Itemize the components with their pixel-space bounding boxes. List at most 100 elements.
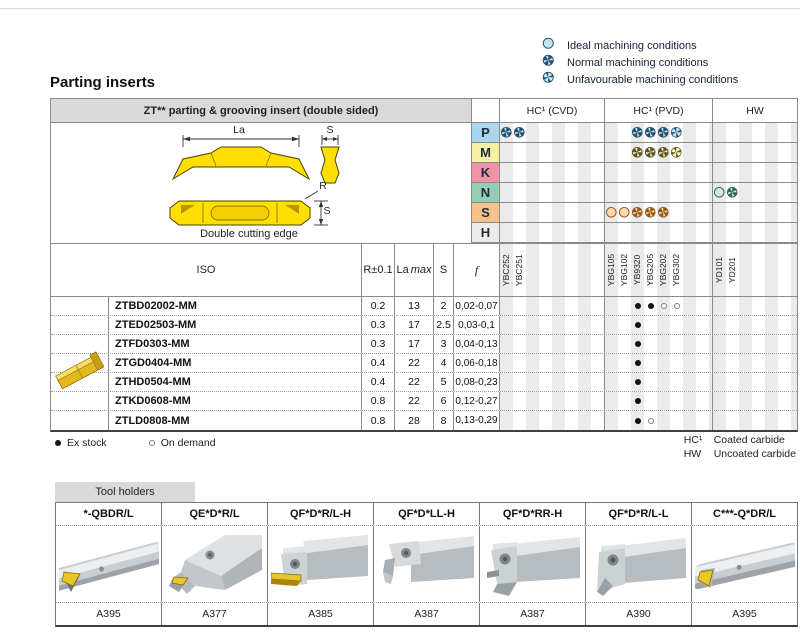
tool-holder-headers: *-QBDR/L QE*D*R/L QF*D*R/L-H QF*D*LL-H Q… [56, 503, 797, 526]
grade-labels-hw: YD101 YD201 [712, 244, 797, 296]
normal-condition-icon [500, 126, 513, 139]
normal-condition-icon [644, 126, 657, 139]
holder-page-ref: A377 [161, 603, 267, 625]
grade-label: YBG102 [619, 253, 629, 287]
ex-stock-dot [634, 417, 641, 424]
holder-type-label: QF*D*LL-H [373, 503, 479, 525]
holder-photo-round-shank-bar [56, 526, 161, 602]
ex-stock-dot [634, 379, 641, 385]
on-demand-dot [647, 417, 654, 424]
normal-condition-icon [657, 126, 670, 139]
product-row: ZTFD0303-MM 0.3 17 3 0,04-0,13 [51, 335, 797, 354]
group-header-hw: HW [712, 99, 797, 122]
col-header-s: S [433, 244, 453, 296]
app-row-P: P [51, 123, 797, 143]
product-iso-code: ZTHD0504-MM [108, 373, 361, 391]
holder-page-ref: A387 [479, 603, 585, 625]
normal-condition-icon [631, 146, 644, 159]
holder-photo-square-shank-top-clamp [373, 526, 479, 602]
ex-stock-dot [634, 360, 641, 366]
ex-stock-dot [634, 322, 641, 328]
product-row: ZTHD0504-MM 0.4 22 5 0,08-0,23 [51, 373, 797, 392]
machining-conditions-legend: Ideal machining conditions Normal machin… [542, 36, 738, 89]
holder-page-ref: A385 [267, 603, 373, 625]
holder-page-ref: A390 [585, 603, 691, 625]
tool-holders-table: *-QBDR/L QE*D*R/L QF*D*R/L-H QF*D*LL-H Q… [55, 502, 798, 627]
iso-class-S: S [471, 203, 499, 222]
legend-item-unfavourable: Unfavourable machining conditions [542, 71, 738, 88]
dim-s-side-label: S [323, 205, 331, 217]
grade-label: YD101 [714, 257, 724, 283]
iso-class-H: H [471, 223, 499, 242]
insert-side-view-drawing [169, 190, 328, 226]
grade-labels-cvd: YBC252 YBC251 [499, 244, 604, 296]
holder-type-label: QE*D*R/L [161, 503, 267, 525]
app-row-K: K [51, 163, 797, 183]
product-row: ZTLD0808-MM 0.8 28 8 0,13-0,29 [51, 411, 797, 430]
insert-table-header: ZT** parting & grooving insert (double s… [51, 99, 797, 123]
grade-label: YB9320 [632, 254, 642, 286]
app-row-N: N [51, 183, 797, 203]
on-demand-dot [148, 440, 155, 446]
group-header-cvd: HC¹ (CVD) [499, 99, 604, 122]
normal-condition-icon [631, 126, 644, 139]
app-row-H: H [51, 223, 797, 243]
ex-stock-dot [55, 440, 61, 446]
holder-page-ref: A395 [691, 603, 797, 625]
normal-condition-icon [513, 126, 526, 139]
insert-table: ZT** parting & grooving insert (double s… [50, 98, 798, 432]
dim-la-label: La [233, 124, 245, 136]
holder-photo-square-shank-screw-head [479, 526, 585, 602]
grade-label: YBG105 [606, 253, 616, 287]
col-header-iso: ISO [196, 264, 216, 276]
ex-stock-dot [634, 341, 641, 347]
grade-labels-pvd: YBG105 YBG102 YB9320 YBG205 YBG202 YBG30… [604, 244, 712, 296]
grade-label: YBG302 [671, 253, 681, 287]
holder-type-label: C***-Q*DR/L [691, 503, 797, 525]
unfav-condition-icon [670, 126, 683, 139]
product-iso-code: ZTGD0404-MM [108, 354, 361, 372]
grade-label: YBG202 [658, 253, 668, 287]
holder-photo-square-shank-angled-front [585, 526, 691, 602]
holder-photo-round-bar-insert [691, 526, 797, 602]
normal-condition-icon [657, 146, 670, 159]
product-rows: ZTBD02002-MM 0.2 13 2 0,02-0,07 ZTED0250… [51, 297, 797, 430]
letter-column-header [471, 99, 499, 122]
ideal-condition-icon [542, 36, 555, 49]
zt-header-bar: ZT** parting & grooving insert (double s… [51, 99, 471, 122]
normal-condition-icon [644, 146, 657, 159]
normal-condition-icon [631, 206, 644, 219]
grade-label: YBC251 [514, 254, 524, 286]
product-iso-code: ZTKD0608-MM [108, 392, 361, 410]
grade-label: YBG205 [645, 253, 655, 287]
col-header-f: f [453, 244, 499, 296]
ideal-condition-icon [605, 206, 618, 219]
insert-diagram: La S R S Double cutting edge [51, 123, 471, 243]
legend-label: Ideal machining conditions [567, 40, 697, 52]
normal-condition-icon [644, 206, 657, 219]
ex-stock-key: Ex stock [55, 437, 107, 449]
on-demand-key: On demand [148, 437, 216, 449]
normal-condition-icon [726, 186, 739, 199]
grade-label: YBC252 [501, 254, 511, 286]
product-iso-code: ZTLD0808-MM [108, 411, 361, 430]
product-row: ZTKD0608-MM 0.8 22 6 0,12-0,27 [51, 392, 797, 411]
tool-holder-refs: A395 A377 A385 A387 A387 A390 A395 [56, 602, 797, 625]
on-demand-dot [660, 303, 667, 309]
holder-page-ref: A395 [96, 608, 121, 620]
holder-type-label: QF*D*R/L-H [267, 503, 373, 525]
ideal-condition-icon [713, 186, 726, 199]
ex-stock-dot [634, 398, 641, 404]
product-row: ZTGD0404-MM 0.4 22 4 0,06-0,18 [51, 354, 797, 373]
carbide-notes: HC¹ Coated carbide HW Uncoated carbide [683, 434, 796, 460]
ex-stock-dot [634, 303, 641, 309]
insert-photo [55, 351, 105, 390]
normal-condition-icon [657, 206, 670, 219]
holder-type-label: *-QBDR/L [83, 508, 134, 520]
top-rule [0, 8, 800, 9]
stock-legend: Ex stock On demand [55, 437, 258, 449]
product-iso-code: ZTFD0303-MM [108, 335, 361, 353]
product-row: ZTED02503-MM 0.3 17 2.5 0,03-0,1 [51, 316, 797, 335]
on-demand-dot [673, 303, 680, 309]
